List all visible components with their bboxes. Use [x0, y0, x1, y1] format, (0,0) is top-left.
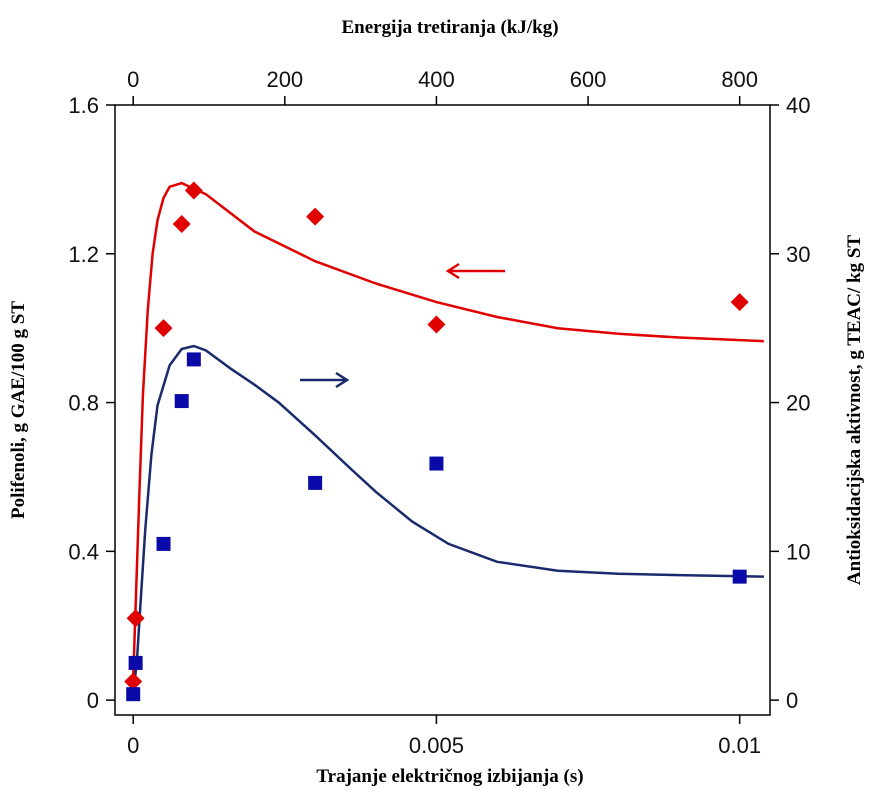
arrow-left-head [445, 262, 460, 280]
data-point-diamond [124, 672, 143, 691]
top-tick-label: 200 [266, 67, 303, 92]
top-tick-label: 600 [570, 67, 607, 92]
fit-line-0 [131, 181, 764, 678]
bottom-axis-title: Trajanje električnog izbijanja (s) [316, 766, 583, 787]
data-point-diamond [306, 207, 325, 226]
right-axis-title: Antioksidacijska aktivnost, g TEAC/ kg S… [844, 235, 865, 586]
plot-frame [114, 104, 771, 716]
top-axis-title: Energija tretiranja (kJ/kg) [341, 17, 558, 38]
bottom-tick-label: 0.005 [409, 733, 464, 758]
left-tick-label: 0.8 [68, 391, 99, 416]
top-tick-label: 400 [418, 67, 455, 92]
data-point-square [174, 394, 189, 409]
arrow-right-head [335, 371, 350, 389]
right-tick-label: 10 [786, 539, 810, 564]
top-tick-label: 0 [127, 67, 139, 92]
left-tick-label: 1.6 [68, 93, 99, 118]
left-axis-title: Polifenoli, g GAE/100 g ST [8, 301, 29, 519]
right-tick-label: 40 [786, 93, 810, 118]
data-point-diamond [427, 315, 446, 334]
right-tick-label: 20 [786, 391, 810, 416]
data-point-diamond [172, 215, 191, 234]
right-tick-label: 0 [786, 688, 798, 713]
ticks: 0 0.005 0.01 0 200 400 600 800 0 0.4 0.8 1.2 1.6 0 10 2… [68, 67, 810, 758]
bottom-tick-label: 0 [127, 733, 139, 758]
data-point-square [156, 536, 171, 551]
fit-line-1 [131, 344, 764, 693]
left-tick-label: 0 [87, 688, 99, 713]
fit-lines [131, 181, 764, 693]
arrows [300, 262, 505, 389]
data-point-square [128, 655, 143, 670]
data-point-diamond [184, 181, 203, 200]
data-point-diamond [154, 319, 173, 338]
markers [124, 181, 749, 702]
right-tick-label: 30 [786, 242, 810, 267]
left-tick-label: 0.4 [68, 539, 99, 564]
data-point-square [732, 569, 747, 584]
left-tick-label: 1.2 [68, 242, 99, 267]
top-tick-label: 800 [721, 67, 758, 92]
data-point-diamond [730, 293, 749, 312]
bottom-tick-label: 0.01 [718, 733, 761, 758]
data-point-square [126, 687, 141, 702]
data-point-square [308, 475, 323, 490]
data-point-square [429, 456, 444, 471]
data-point-diamond [126, 609, 145, 628]
data-point-square [186, 352, 201, 367]
